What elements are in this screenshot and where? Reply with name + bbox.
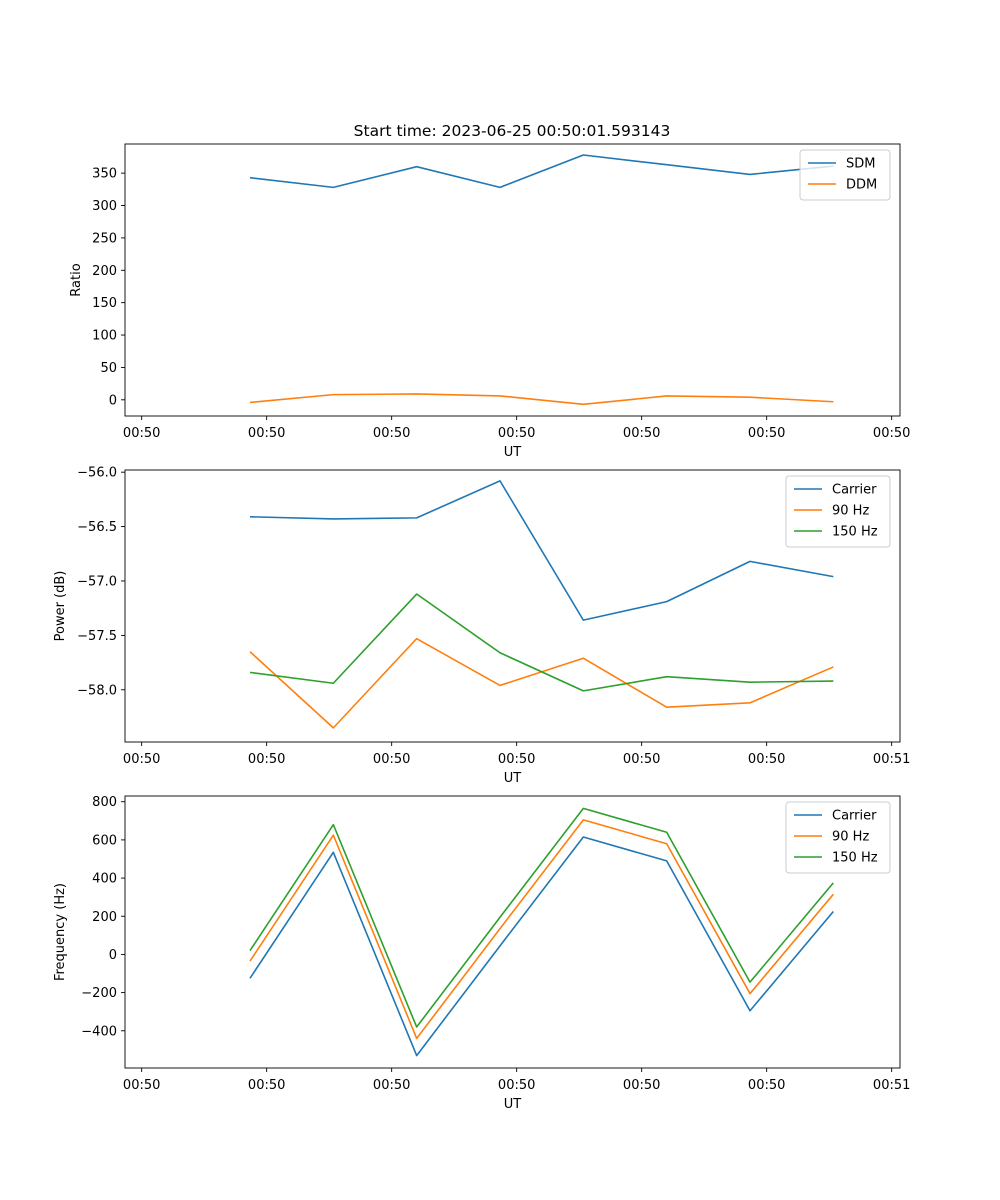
y-tick-label: 250: [92, 231, 117, 246]
x-tick-label: 00:50: [873, 426, 910, 441]
y-tick-label: 600: [92, 833, 117, 848]
y-tick-label: −200: [81, 986, 117, 1001]
legend-label: 90 Hz: [832, 504, 869, 519]
legend-box: [799, 149, 891, 201]
x-axis-label: UT: [504, 1097, 522, 1112]
y-tick-label: 350: [92, 167, 117, 182]
y-axis-label: Frequency (Hz): [53, 883, 68, 981]
series-line-90-hz: [249, 637, 834, 729]
axes-frame: [124, 795, 901, 1069]
legend-label: DDM: [846, 178, 877, 193]
x-tick-label: 00:50: [623, 1078, 660, 1093]
y-tick-label: −57.5: [77, 629, 117, 644]
x-tick-label: 00:50: [248, 752, 285, 767]
x-tick-label: 00:50: [748, 1078, 785, 1093]
series-line-carrier: [249, 836, 834, 1057]
x-tick-label: 00:50: [373, 426, 410, 441]
legend: Carrier 90 Hz 150 Hz: [785, 801, 891, 874]
y-tick-label: 0: [109, 393, 117, 408]
x-tick-label: 00:50: [623, 752, 660, 767]
y-axis-label: Ratio: [69, 263, 84, 296]
x-tick-label: 00:50: [498, 1078, 535, 1093]
figure-title: Start time: 2023-06-25 00:50:01.593143: [354, 122, 671, 140]
y-tick-label: −400: [81, 1024, 117, 1039]
legend-label: 150 Hz: [832, 525, 878, 540]
legend: SDM DDM: [799, 149, 891, 201]
y-tick-label: 300: [92, 199, 117, 214]
panel-1: 00:50 00:50 00:50 00:50 00:50 00:50 00:50 0 50 10…: [69, 143, 910, 460]
series-line-150-hz: [249, 593, 834, 692]
legend-label: 150 Hz: [832, 851, 878, 866]
x-axis-label: UT: [504, 445, 522, 460]
x-tick-label: 00:50: [498, 752, 535, 767]
y-tick-label: −57.0: [77, 574, 117, 589]
legend-box: [785, 475, 891, 548]
x-tick-label: 00:50: [623, 426, 660, 441]
y-tick-label: 0: [109, 948, 117, 963]
panel-2: 00:50 00:50 00:50 00:50 00:50 00:50 00:51 −58.0…: [53, 466, 910, 786]
y-tick-label: 50: [100, 361, 117, 376]
x-tick-label: 00:50: [498, 426, 535, 441]
series-line-150-hz: [249, 807, 834, 1028]
y-tick-label: 150: [92, 296, 117, 311]
y-axis-label: Power (dB): [53, 571, 68, 642]
axes-frame: [124, 469, 901, 743]
x-tick-label: 00:50: [123, 752, 160, 767]
y-tick-label: 200: [92, 264, 117, 279]
y-tick-label: 800: [92, 795, 117, 810]
x-axis-label: UT: [504, 771, 522, 786]
x-tick-label: 00:50: [248, 426, 285, 441]
x-tick-label: 00:50: [748, 426, 785, 441]
series-line-carrier: [249, 480, 834, 621]
x-tick-label: 00:51: [873, 752, 910, 767]
x-tick-label: 00:50: [123, 1078, 160, 1093]
y-tick-label: 200: [92, 910, 117, 925]
y-tick-label: −56.0: [77, 466, 117, 481]
x-tick-label: 00:50: [373, 752, 410, 767]
axes-frame: [124, 143, 901, 417]
legend: Carrier 90 Hz 150 Hz: [785, 475, 891, 548]
series-line-sdm: [249, 154, 834, 189]
y-tick-label: 100: [92, 329, 117, 344]
legend-box: [785, 801, 891, 874]
series-line-ddm: [249, 393, 834, 406]
x-tick-label: 00:50: [748, 752, 785, 767]
x-tick-label: 00:50: [123, 426, 160, 441]
x-tick-label: 00:51: [873, 1078, 910, 1093]
x-tick-label: 00:50: [248, 1078, 285, 1093]
panel-3: 00:50 00:50 00:50 00:50 00:50 00:50 00:51 −400 −…: [53, 795, 910, 1112]
x-tick-label: 00:50: [373, 1078, 410, 1093]
y-tick-label: −58.0: [77, 683, 117, 698]
legend-label: Carrier: [832, 809, 877, 824]
series-line-90-hz: [249, 819, 834, 1040]
legend-label: Carrier: [832, 483, 877, 498]
legend-label: SDM: [846, 157, 875, 172]
y-tick-label: 400: [92, 872, 117, 887]
y-tick-label: −56.5: [77, 520, 117, 535]
legend-label: 90 Hz: [832, 830, 869, 845]
